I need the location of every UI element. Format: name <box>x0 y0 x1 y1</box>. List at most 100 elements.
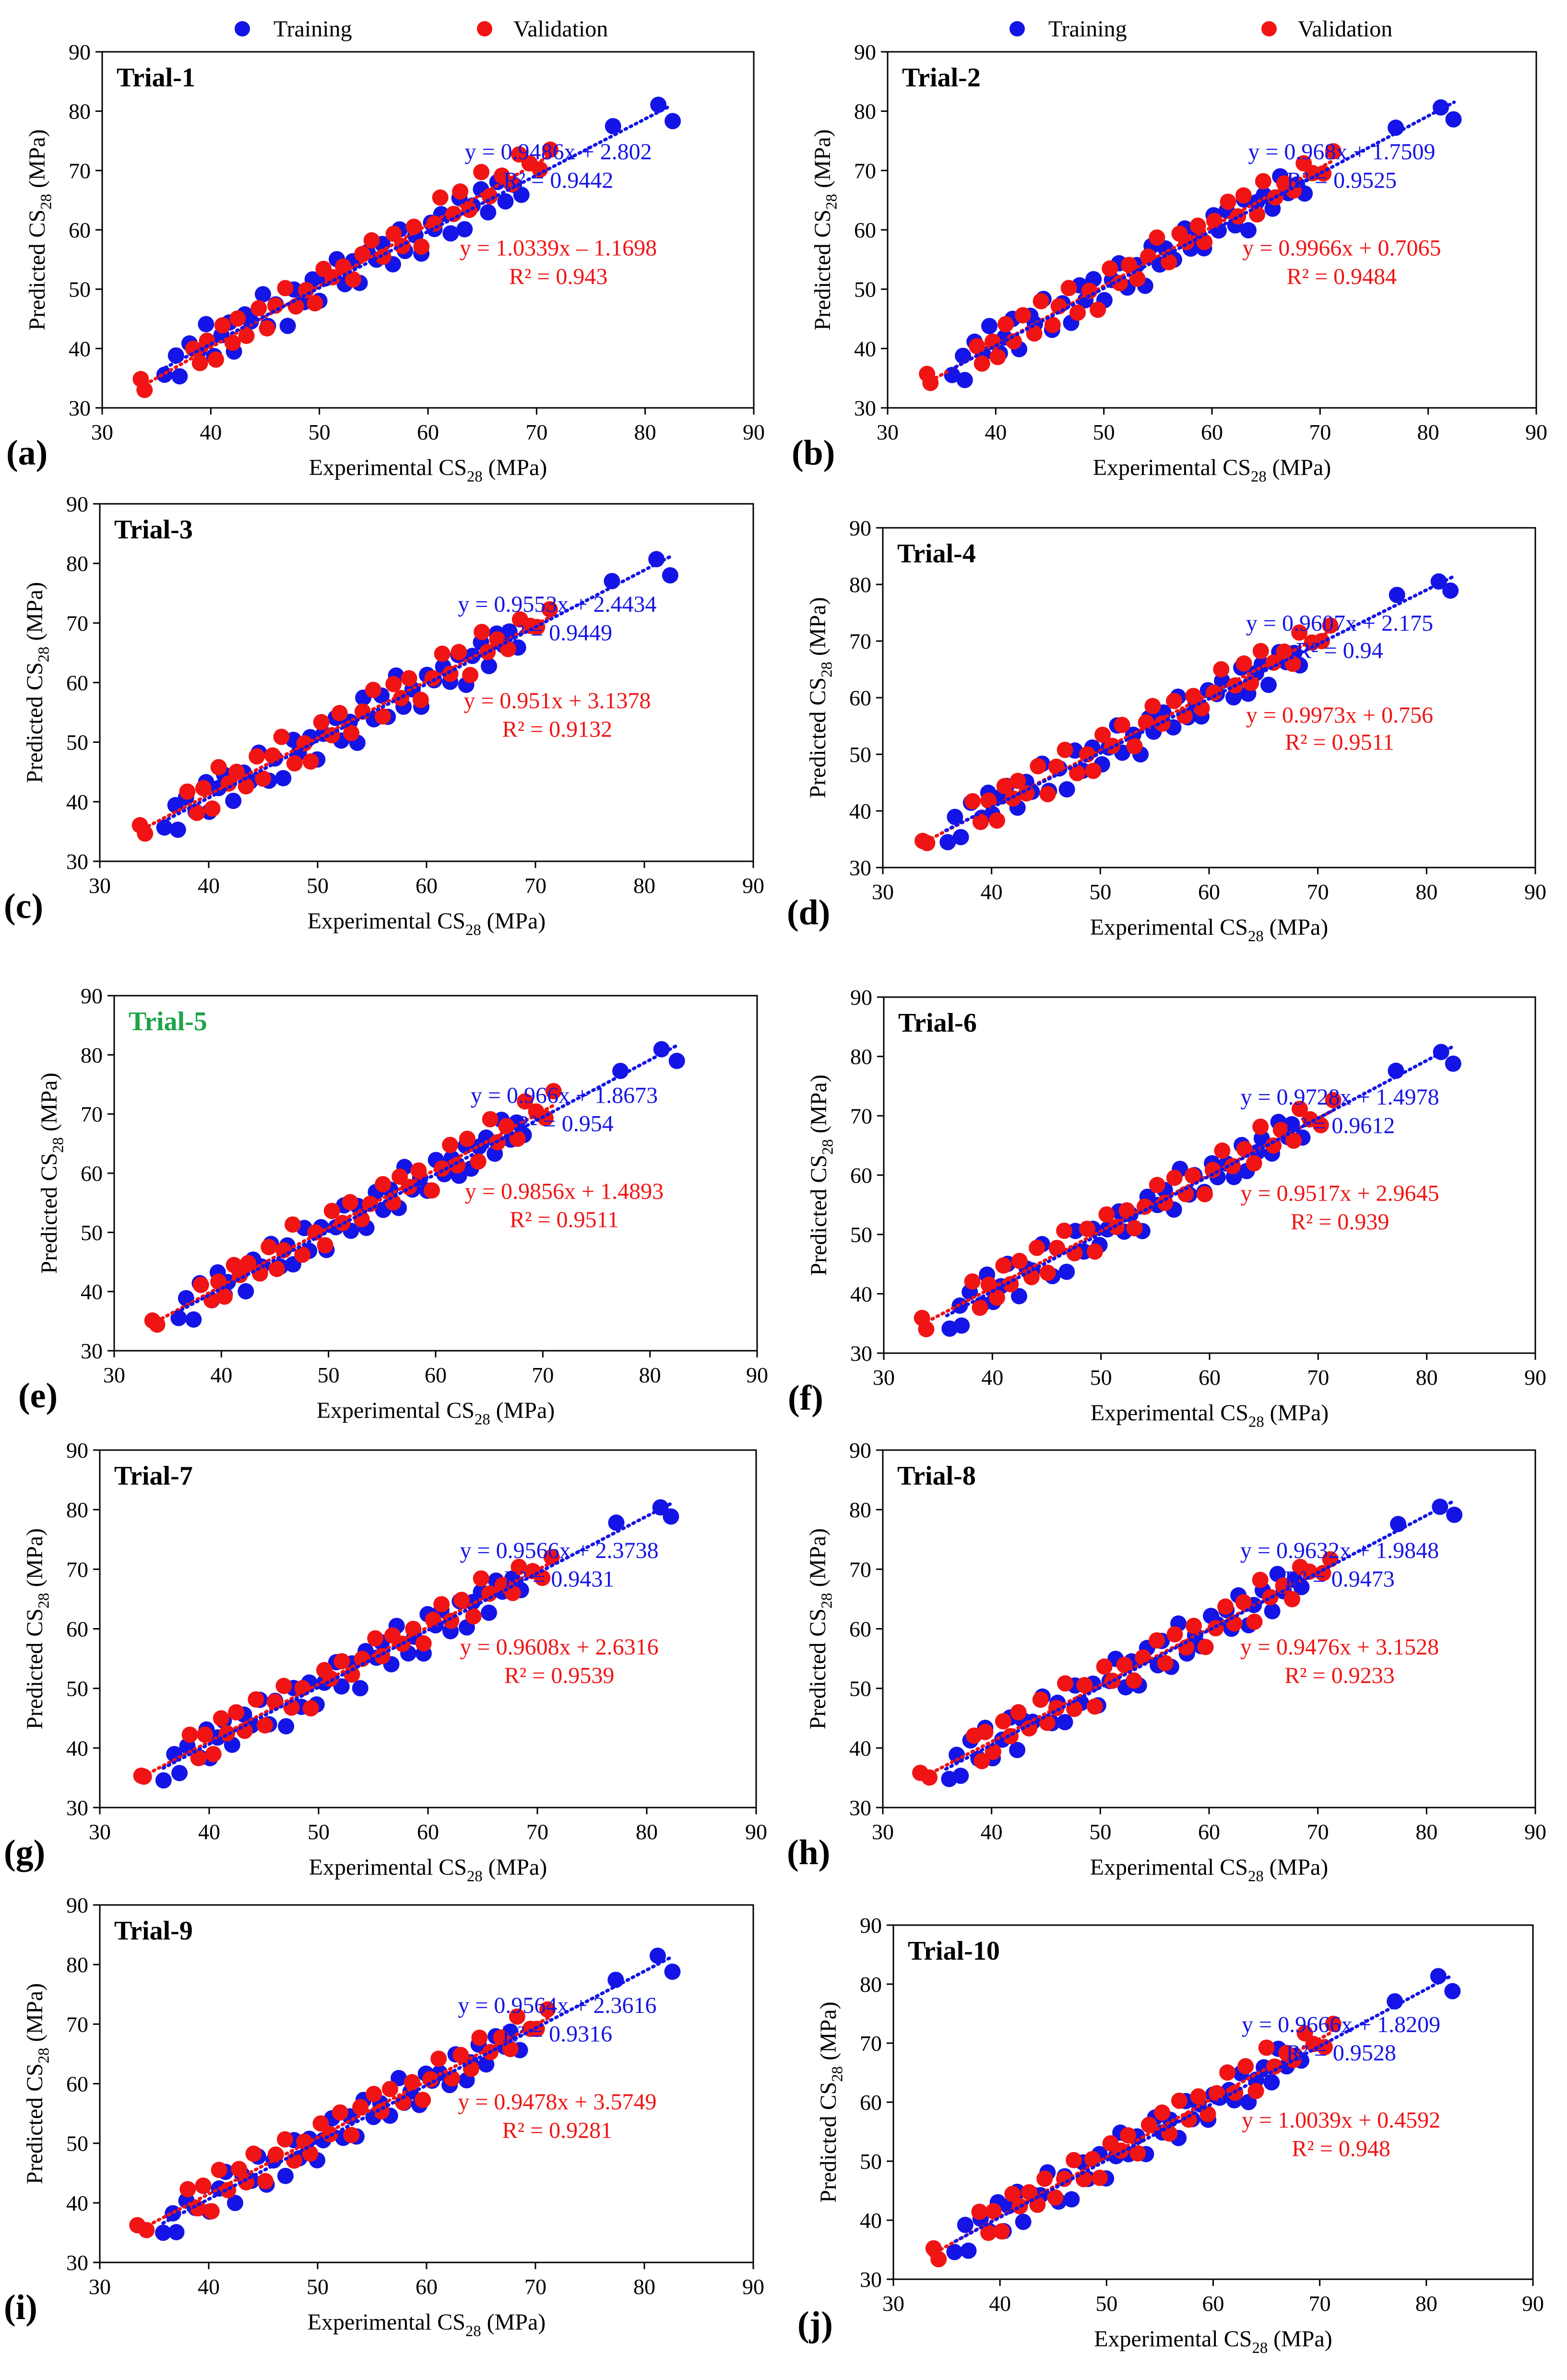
training-point <box>608 1514 625 1531</box>
x-tick-label: 40 <box>985 420 1007 444</box>
validation-point <box>191 355 208 371</box>
validation-point <box>1126 738 1143 754</box>
validation-point <box>972 1299 988 1316</box>
legend-validation-label: Validation <box>1298 16 1392 42</box>
panel-label: (j) <box>797 2305 833 2344</box>
validation-point <box>1057 1675 1074 1692</box>
x-tick-label: 60 <box>417 420 439 444</box>
x-tick-label: 50 <box>1089 1820 1111 1844</box>
validation-point <box>532 161 548 178</box>
validation-point <box>1325 143 1341 160</box>
validation-point <box>381 2081 398 2097</box>
training-trendline <box>161 555 672 824</box>
validation-point <box>1039 1264 1056 1281</box>
x-tick-label: 80 <box>633 2274 655 2299</box>
validation-point <box>425 1611 441 1628</box>
y-axis-label: Predicted CS28​ (MPa) <box>810 129 840 330</box>
training-r2: R² = 0.9528 <box>1286 2040 1396 2066</box>
y-tick-label: 30 <box>66 1796 88 1820</box>
validation-point <box>216 1288 233 1305</box>
validation-point <box>195 780 212 797</box>
y-tick-label: 60 <box>66 2072 88 2096</box>
validation-point <box>385 226 402 242</box>
validation-point <box>317 1237 333 1254</box>
validation-point <box>1199 2106 1216 2122</box>
validation-point <box>1039 786 1056 803</box>
x-tick-label: 40 <box>210 1363 232 1387</box>
validation-point <box>1220 193 1236 210</box>
validation-point <box>1193 700 1210 716</box>
validation-point <box>345 271 362 288</box>
validation-equation: y = 0.9856x + 1.4893 <box>465 1178 664 1204</box>
training-point <box>1446 1506 1463 1523</box>
validation-point <box>251 1265 268 1282</box>
validation-point <box>930 2251 947 2268</box>
chart-panel-1: 30 40 50 60 70 80 90 30 40 50 60 70 80 90 Experimental… <box>6 40 765 485</box>
validation-point <box>1086 1243 1103 1260</box>
validation-point <box>980 2225 997 2241</box>
validation-equation: y = 0.9517x + 2.9645 <box>1241 1180 1439 1206</box>
validation-point <box>250 300 267 317</box>
training-point <box>170 1309 187 1326</box>
validation-point <box>228 1704 245 1721</box>
x-tick-label: 60 <box>1199 1365 1221 1390</box>
chart-panel-7: 30 40 50 60 70 80 90 30 40 50 60 70 80 90 Experimental… <box>4 1438 767 1885</box>
validation-point <box>307 295 323 312</box>
training-point <box>1442 582 1459 599</box>
validation-point <box>267 2146 284 2163</box>
training-point <box>464 647 481 664</box>
training-point <box>169 821 186 838</box>
x-axis-label: Experimental CS28​ (MPa) <box>309 1855 547 1885</box>
validation-point <box>504 1584 521 1601</box>
validation-trendline <box>919 1564 1333 1780</box>
training-point <box>442 225 459 242</box>
validation-point <box>1114 716 1130 733</box>
training-point <box>981 318 997 334</box>
validation-point <box>1060 280 1077 297</box>
training-point <box>1389 586 1405 603</box>
validation-r2: R² = 0.9132 <box>502 717 612 742</box>
training-point <box>1445 1055 1461 1072</box>
validation-point <box>231 2161 248 2178</box>
training-point <box>1390 1516 1407 1533</box>
training-equation: y = 0.9728x + 1.4978 <box>1241 1084 1439 1110</box>
y-tick-label: 80 <box>849 1498 871 1522</box>
panel-title: Trial-9 <box>114 1916 193 1946</box>
validation-point <box>1252 1119 1269 1135</box>
y-tick-label: 50 <box>66 2131 88 2156</box>
validation-point <box>971 2203 988 2220</box>
x-tick-label: 50 <box>308 1820 330 1844</box>
y-tick-label: 40 <box>66 790 88 814</box>
validation-point <box>415 2092 431 2108</box>
x-tick-label: 50 <box>1089 880 1111 904</box>
panel-title: Trial-1 <box>117 63 195 93</box>
validation-point <box>463 2060 479 2077</box>
panel-label: (c) <box>4 887 43 926</box>
validation-point <box>276 2131 293 2148</box>
x-axis-label: Experimental CS28​ (MPa) <box>1094 2326 1332 2356</box>
validation-point <box>499 641 516 657</box>
x-tick-label: 70 <box>524 873 546 898</box>
validation-point <box>385 676 402 692</box>
validation-point <box>192 1276 209 1293</box>
training-point <box>156 366 173 383</box>
y-tick-label: 80 <box>66 1498 88 1522</box>
y-tick-label: 80 <box>66 1952 88 1977</box>
validation-trendline <box>136 1561 552 1781</box>
validation-point <box>1079 1220 1095 1237</box>
validation-point <box>543 1549 560 1566</box>
validation-equation: y = 0.951x + 3.1378 <box>463 688 651 714</box>
validation-r2: R² = 0.9511 <box>510 1207 619 1233</box>
validation-point <box>138 2222 155 2238</box>
validation-point <box>972 813 989 830</box>
training-equation: y = 0.9553x + 2.4434 <box>458 592 656 617</box>
y-tick-label: 30 <box>850 1341 872 1366</box>
legend-training-marker <box>1009 21 1025 36</box>
training-point <box>960 2242 977 2259</box>
training-trendline <box>945 1045 1455 1318</box>
training-point <box>277 2167 294 2184</box>
panel-label: (g) <box>4 1833 45 1872</box>
training-equation: y = 0.9607x + 2.175 <box>1246 611 1433 636</box>
training-r2: R² = 0.9316 <box>502 2021 612 2047</box>
x-tick-label: 30 <box>882 2291 904 2316</box>
